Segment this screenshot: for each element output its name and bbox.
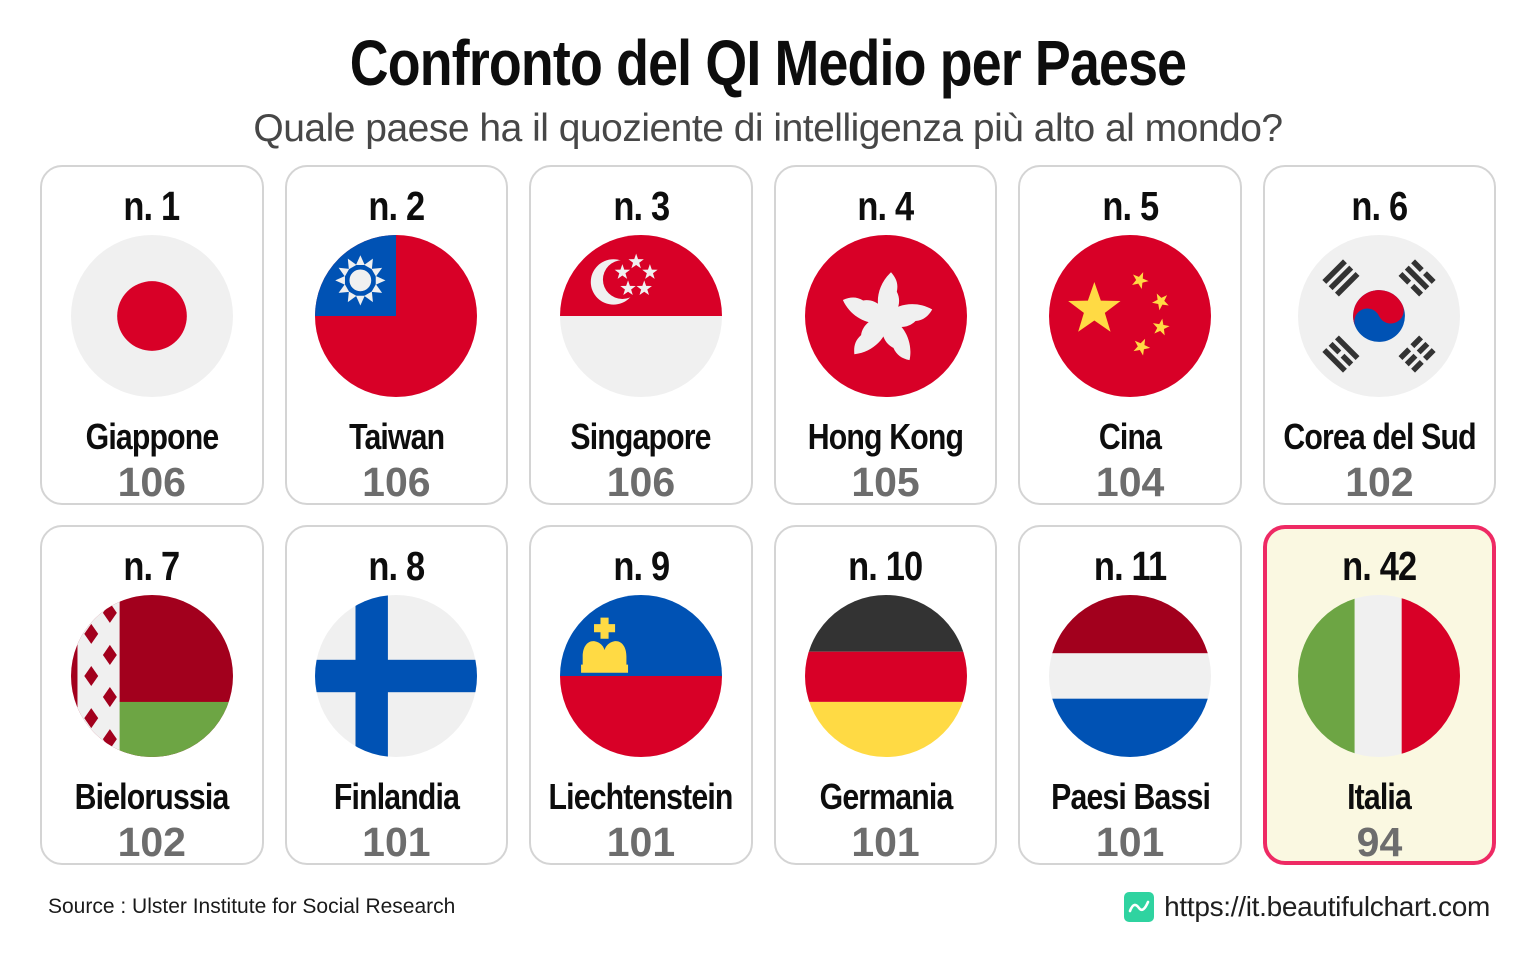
- iq-score: 104: [1095, 459, 1165, 506]
- country-card-germania: n. 10 Germania 101: [773, 525, 998, 866]
- rank-label: n. 42: [1342, 543, 1417, 590]
- iq-score: 105: [851, 459, 920, 506]
- japan-flag-icon: [70, 235, 233, 398]
- country-name: Paesi Bassi: [1050, 776, 1211, 818]
- country-name: Giappone: [85, 416, 219, 458]
- china-flag-icon: [1049, 235, 1212, 398]
- chart-wave-icon: [1124, 892, 1155, 923]
- country-card-bielorussia: n. 7 Bielorussi: [40, 525, 264, 866]
- finland-flag-icon: [315, 595, 478, 758]
- germany-flag-icon: [804, 595, 967, 758]
- south-korea-flag-icon: [1298, 235, 1461, 398]
- country-card-liechtenstein: n. 9 Liechtenstein 101: [529, 525, 753, 866]
- country-name: Singapore: [570, 416, 712, 458]
- iq-score: 102: [117, 819, 186, 866]
- iq-score: 101: [606, 819, 676, 866]
- iq-score: 101: [362, 819, 431, 866]
- rank-label: n. 5: [1102, 183, 1159, 230]
- rank-label: n. 8: [368, 543, 425, 590]
- country-card-italia-highlighted: n. 42 Italia 94: [1262, 525, 1496, 866]
- country-name: Bielorussia: [74, 776, 230, 818]
- footer: Source : Ulster Institute for Social Res…: [0, 891, 1536, 923]
- iq-score: 102: [1345, 459, 1414, 506]
- rank-label: n. 1: [123, 183, 181, 230]
- rank-label: n. 6: [1351, 183, 1408, 230]
- rank-label: n. 9: [612, 543, 670, 590]
- iq-score: 101: [1095, 819, 1165, 866]
- iq-score: 106: [606, 459, 676, 506]
- iq-score: 94: [1356, 819, 1403, 866]
- website-url: https://it.beautifulchart.com: [1164, 891, 1490, 923]
- belarus-flag-icon: [70, 595, 233, 758]
- rank-label: n. 2: [368, 183, 425, 230]
- rank-label: n. 4: [857, 183, 915, 230]
- rank-label: n. 7: [123, 543, 181, 590]
- liechtenstein-flag-icon: [559, 595, 722, 758]
- country-card-paesi-bassi: n. 11 Paesi Bassi 101: [1018, 525, 1242, 866]
- country-name: Finlandia: [333, 776, 460, 818]
- country-name: Cina: [1099, 416, 1162, 458]
- netherlands-flag-icon: [1049, 595, 1212, 758]
- country-name: Italia: [1347, 776, 1413, 818]
- page-title: Confronto del QI Medio per Paese: [349, 27, 1187, 99]
- iq-score: 106: [117, 459, 186, 506]
- country-name: Corea del Sud: [1283, 416, 1476, 458]
- country-card-hong-kong: n. 4 Hong Kong 105: [773, 165, 998, 506]
- country-name: Liechtenstein: [548, 776, 734, 818]
- hong-kong-flag-icon: [804, 235, 967, 398]
- country-card-corea-del-sud: n. 6 Corea del Sud 102: [1262, 165, 1496, 506]
- source-text: Source : Ulster Institute for Social Res…: [48, 895, 456, 919]
- country-name: Taiwan: [348, 416, 445, 458]
- country-card-singapore: n. 3 Singapore 106: [529, 165, 753, 506]
- italy-flag-icon: [1298, 595, 1461, 758]
- country-name: Germania: [819, 776, 953, 818]
- iq-score: 106: [362, 459, 431, 506]
- rank-label: n. 10: [848, 543, 923, 590]
- rank-label: n. 3: [612, 183, 670, 230]
- rank-label: n. 11: [1093, 543, 1167, 590]
- page-subtitle: Quale paese ha il quoziente di intellige…: [253, 107, 1283, 151]
- country-name: Hong Kong: [807, 416, 964, 458]
- singapore-flag-icon: [559, 235, 722, 398]
- website-credit: https://it.beautifulchart.com: [1124, 891, 1490, 923]
- country-cards-grid: n. 1 Giappone 106 n. 2: [40, 165, 1496, 866]
- header: Confronto del QI Medio per Paese Quale p…: [0, 0, 1536, 151]
- taiwan-flag-icon: [315, 235, 478, 398]
- country-card-giappone: n. 1 Giappone 106: [40, 165, 264, 506]
- country-card-cina: n. 5 Cina 104: [1018, 165, 1242, 506]
- iq-score: 101: [851, 819, 920, 866]
- country-card-finlandia: n. 8 Finlandia 101: [284, 525, 509, 866]
- country-card-taiwan: n. 2: [284, 165, 509, 506]
